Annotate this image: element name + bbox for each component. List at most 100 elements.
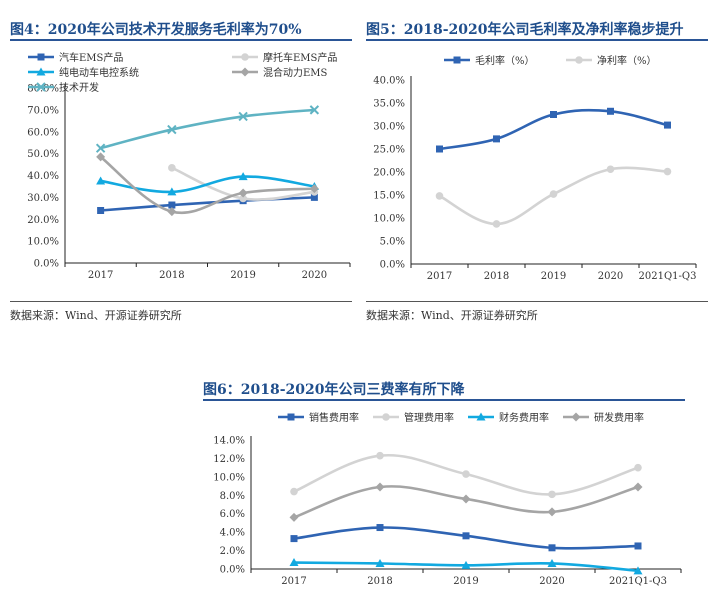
x-tick-label: 2018 [484, 271, 509, 282]
figure-4-title: 图4：2020年公司技术开发服务毛利率为70% [10, 22, 302, 38]
data-point [168, 201, 176, 209]
data-point [548, 490, 556, 499]
y-tick-label: 12.0% [213, 454, 245, 465]
figure-5-source: 数据来源：Wind、开源证券研究所 [366, 309, 538, 322]
y-tick-label: 2.0% [220, 546, 245, 557]
legend-swatch-marker [453, 56, 461, 64]
y-tick-label: 25.0% [373, 145, 405, 156]
data-point [168, 164, 176, 172]
data-point [310, 193, 318, 201]
x-tick-label: 2019 [541, 271, 566, 282]
figure-5-top-rule [366, 39, 708, 41]
y-tick-label: 10.0% [213, 472, 245, 483]
legend-swatch-marker [37, 53, 45, 61]
data-point [289, 512, 299, 522]
data-point [309, 105, 320, 115]
figure-6-title: 图6：2018-2020年公司三费率有所下降 [203, 382, 465, 398]
data-point [461, 560, 471, 569]
data-point [95, 143, 106, 153]
data-point [167, 207, 177, 217]
data-point [167, 124, 177, 135]
y-tick-label: 40.0% [373, 76, 405, 87]
data-point [547, 558, 557, 567]
data-point [97, 207, 105, 214]
legend-label: 销售费用率 [309, 411, 359, 424]
data-point [290, 535, 298, 543]
data-point [663, 167, 672, 176]
y-tick-label: 35.0% [373, 99, 405, 110]
x-tick-label: 2020 [598, 271, 623, 282]
data-point [290, 487, 298, 496]
y-tick-label: 70.0% [27, 105, 59, 116]
data-point [375, 482, 385, 492]
legend-swatch-marker [571, 412, 581, 422]
data-point [309, 184, 319, 194]
x-tick-label: 2021Q1-Q3 [609, 576, 667, 587]
figure-4-bottom-rule [10, 301, 352, 302]
legend-label: 纯电动车电控系统 [59, 66, 139, 79]
legend-swatch-marker [476, 412, 486, 421]
x-tick-label: 2018 [159, 270, 184, 281]
y-tick-label: 8.0% [220, 491, 245, 502]
figure-6-chart: 0.0% 2.0% 4.0% 6.0% 8.0% 10.0% 12.0% 14.0% 2017 2… [213, 411, 682, 587]
legend-swatch-marker [36, 67, 46, 76]
data-point [375, 558, 385, 567]
y-tick-label: 60.0% [27, 127, 59, 138]
y-tick-label: 4.0% [220, 528, 245, 539]
data-point [462, 532, 470, 540]
data-point [492, 220, 501, 228]
x-tick-label: 2017 [281, 576, 306, 587]
legend-label: 汽车EMS产品 [59, 51, 123, 64]
figure-6-top-rule [203, 399, 685, 401]
y-tick-label: 50.0% [27, 149, 59, 160]
series-line [99, 108, 316, 150]
data-point [238, 172, 248, 181]
y-tick-label: 10.0% [27, 237, 59, 248]
legend-label: 毛利率（%） [475, 54, 535, 67]
figure-5-chart: 0.0% 5.0% 10.0% 15.0% 20.0% 25.0% 30.0% 35.0% 40… [373, 54, 697, 282]
data-point [239, 194, 247, 203]
y-tick-label: 10.0% [373, 214, 405, 225]
series-line [99, 155, 316, 215]
data-point [633, 566, 643, 575]
data-point [633, 482, 643, 492]
legend-swatch-marker [575, 56, 583, 64]
legend-label: 技术开发 [59, 81, 99, 94]
y-tick-label: 20.0% [27, 215, 59, 226]
y-tick-label: 40.0% [27, 171, 59, 182]
y-tick-label: 20.0% [373, 168, 405, 179]
x-tick-label: 2018 [367, 576, 392, 587]
x-tick-label: 2021Q1-Q3 [639, 271, 697, 282]
legend-label: 净利率（%） [597, 54, 657, 67]
y-tick-label: 0.0% [220, 565, 245, 576]
y-tick-label: 5.0% [380, 237, 405, 248]
x-tick-label: 2017 [88, 270, 113, 281]
data-point [435, 192, 444, 200]
data-point [96, 176, 106, 185]
data-point [462, 470, 470, 478]
data-point [167, 187, 177, 196]
data-point [376, 451, 384, 460]
data-point [664, 121, 671, 129]
data-point [634, 542, 642, 550]
legend-label: 管理费用率 [404, 411, 454, 424]
data-point [550, 111, 557, 118]
data-point [493, 135, 500, 143]
figure-4-source: 数据来源：Wind、开源证券研究所 [10, 309, 182, 322]
data-point [547, 507, 557, 517]
x-tick-label: 2020 [539, 576, 564, 587]
legend-swatch-marker [36, 82, 46, 92]
series-line [99, 196, 316, 212]
y-tick-label: 0.0% [380, 260, 405, 271]
legend-label: 财务费用率 [499, 411, 549, 424]
legend-swatch-marker [240, 67, 250, 77]
data-point [289, 558, 299, 567]
data-point [607, 107, 614, 115]
data-point [606, 165, 615, 174]
legend-swatch-marker [287, 413, 295, 421]
y-tick-label: 0.0% [34, 259, 59, 270]
legend-swatch-marker [241, 53, 249, 61]
data-point [376, 524, 384, 532]
data-point [634, 463, 642, 472]
figure-4-top-rule [10, 39, 352, 41]
